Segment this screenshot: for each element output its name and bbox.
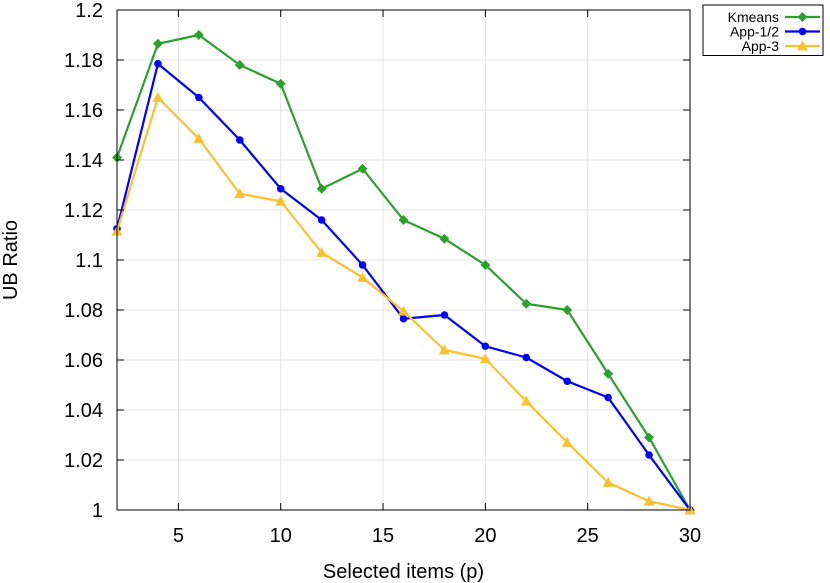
y-tick-label: 1 — [92, 500, 103, 522]
y-tick-label: 1.04 — [64, 400, 103, 422]
y-tick-label: 1.06 — [64, 350, 103, 372]
series-line-app-3 — [115, 96, 691, 512]
data-point-kmeans — [439, 233, 450, 244]
legend-label-kmeans: Kmeans — [728, 9, 779, 25]
data-point-app-1-2 — [317, 216, 326, 224]
data-point-kmeans — [275, 78, 286, 89]
data-point-app-1-2 — [440, 311, 449, 319]
x-tick-label: 10 — [270, 525, 292, 547]
y-tick-label: 1.12 — [64, 200, 103, 222]
data-point-app-3 — [438, 344, 450, 355]
series-kmeans — [112, 30, 695, 515]
legend-label-app-3: App-3 — [742, 38, 780, 54]
series-group — [111, 30, 696, 515]
grid-lines — [117, 9, 691, 511]
data-point-app-3 — [520, 395, 532, 406]
x-tick-label: 30 — [679, 525, 701, 547]
data-point-app-3 — [275, 195, 287, 206]
y-tick-label: 1.1 — [75, 250, 103, 272]
data-point-kmeans — [398, 215, 409, 225]
y-tick-label: 1.02 — [64, 450, 103, 472]
data-point-app-3 — [602, 477, 614, 487]
data-point-app-1-2 — [358, 261, 367, 269]
y-tick-label: 1.2 — [75, 0, 103, 22]
data-point-app-3 — [398, 305, 409, 316]
data-point-kmeans — [521, 298, 532, 309]
x-tick-label: 15 — [372, 525, 394, 547]
data-point-app-1-2 — [645, 451, 653, 459]
series-app-3 — [111, 92, 696, 515]
data-point-kmeans — [152, 38, 163, 49]
data-point-app-1-2 — [604, 393, 612, 402]
data-point-app-3 — [193, 133, 205, 144]
data-point-kmeans — [603, 368, 614, 379]
data-point-app-1-2 — [481, 342, 490, 351]
series-line-app-1-2 — [115, 62, 691, 511]
data-point-kmeans — [193, 30, 204, 40]
y-tick-label: 1.14 — [64, 150, 103, 172]
data-point-app-3 — [561, 437, 573, 447]
y-tick-label: 1.16 — [64, 100, 103, 122]
data-point-kmeans — [234, 60, 245, 70]
data-point-app-3 — [316, 247, 328, 257]
y-tick-label: 1.18 — [64, 50, 103, 72]
x-tick-label: 25 — [577, 525, 599, 547]
y-tick-label: 1.08 — [64, 300, 103, 322]
data-point-app-3 — [152, 92, 164, 102]
series-line-kmeans — [115, 33, 691, 511]
data-point-kmeans — [316, 183, 327, 194]
data-point-app-1-2 — [154, 59, 162, 68]
x-tick-label: 20 — [474, 525, 496, 547]
axis-ticks: 1 1.02 1.04 1.06 1.08 1.1 1.12 1.14 1.16 1.18 1.2 5… — [64, 0, 701, 547]
x-tick-label: 5 — [173, 525, 184, 547]
legend-marker-app-1-2 — [798, 27, 807, 36]
series-app-1-2 — [113, 59, 694, 514]
data-point-kmeans — [562, 305, 573, 315]
data-point-kmeans — [644, 432, 655, 443]
data-point-app-1-2 — [235, 136, 244, 144]
data-point-app-3 — [357, 272, 369, 282]
x-axis-label: Selected items (p) — [323, 561, 484, 583]
legend-label-app-1-2: App-1/2 — [730, 24, 779, 40]
data-point-app-1-2 — [276, 184, 285, 193]
data-point-app-1-2 — [195, 93, 203, 102]
data-point-app-3 — [479, 353, 491, 364]
data-point-kmeans — [480, 260, 491, 270]
data-point-app-1-2 — [399, 314, 408, 323]
legend-marker-kmeans — [797, 12, 808, 22]
data-point-kmeans — [357, 163, 368, 174]
data-point-app-3 — [643, 495, 655, 506]
data-point-app-1-2 — [522, 353, 531, 362]
legend-marker-app-3 — [797, 40, 808, 51]
data-point-app-3 — [234, 188, 246, 199]
y-axis-label: UB Ratio — [0, 220, 22, 300]
data-point-app-1-2 — [563, 377, 572, 386]
